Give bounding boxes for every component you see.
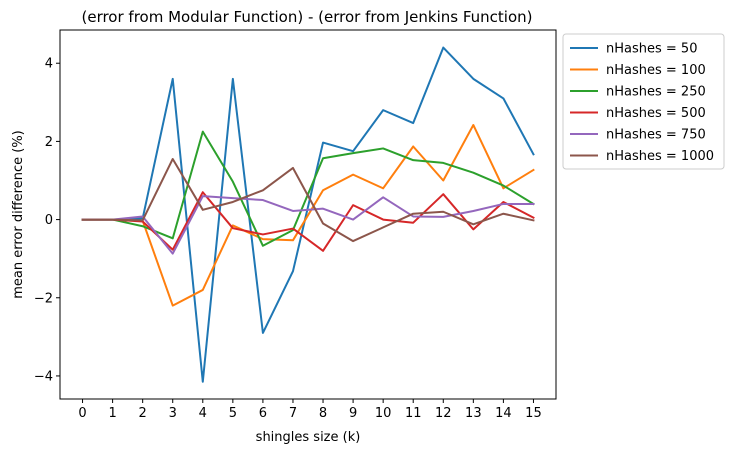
legend-label-3: nHashes = 500 xyxy=(606,106,706,121)
x-tick-label: 5 xyxy=(229,406,237,421)
x-tick-label: 4 xyxy=(199,406,207,421)
y-axis-label: mean error difference (%) xyxy=(11,130,26,299)
y-tick-label: −2 xyxy=(34,291,53,306)
x-tick-label: 0 xyxy=(78,406,86,421)
series-line-5 xyxy=(81,157,535,243)
x-tick-label: 2 xyxy=(139,406,147,421)
x-tick-label: 3 xyxy=(169,406,177,421)
series-line-1 xyxy=(81,123,535,307)
x-tick-label: 8 xyxy=(319,406,327,421)
chart-title: (error from Modular Function) - (error f… xyxy=(81,8,532,26)
legend-label-5: nHashes = 1000 xyxy=(606,149,714,164)
legend: nHashes = 50 nHashes = 100 nHashes = 250 nH… xyxy=(562,33,725,170)
x-tick-label: 9 xyxy=(349,406,357,421)
plot-frame xyxy=(59,29,557,400)
x-tick-label: 11 xyxy=(405,406,422,421)
y-tick-label: 4 xyxy=(45,57,53,72)
x-tick-label: 1 xyxy=(108,406,116,421)
legend-label-1: nHashes = 100 xyxy=(606,63,706,78)
y-tick-label: −4 xyxy=(34,369,53,384)
series-line-0 xyxy=(81,46,535,383)
legend-label-4: nHashes = 750 xyxy=(606,128,706,143)
x-tick-label: 6 xyxy=(259,406,267,421)
y-tick-label: 0 xyxy=(45,213,53,228)
x-tick-label: 13 xyxy=(465,406,482,421)
legend-box xyxy=(562,33,725,170)
x-axis-label: shingles size (k) xyxy=(256,430,361,445)
series-layer xyxy=(81,46,535,383)
x-tick-label: 15 xyxy=(525,406,542,421)
legend-label-2: nHashes = 250 xyxy=(606,85,706,100)
x-tick-label: 10 xyxy=(375,406,392,421)
x-tick-label: 14 xyxy=(495,406,512,421)
x-tick-label: 7 xyxy=(289,406,297,421)
x-axis: 0 1 2 3 4 5 6 7 8 9 10 11 12 13 14 15 xyxy=(78,399,542,421)
x-tick-label: 12 xyxy=(435,406,452,421)
series-line-4 xyxy=(81,195,535,255)
y-axis: −4 −2 0 2 4 xyxy=(34,57,60,384)
y-tick-label: 2 xyxy=(45,135,53,150)
legend-label-0: nHashes = 50 xyxy=(606,42,697,57)
